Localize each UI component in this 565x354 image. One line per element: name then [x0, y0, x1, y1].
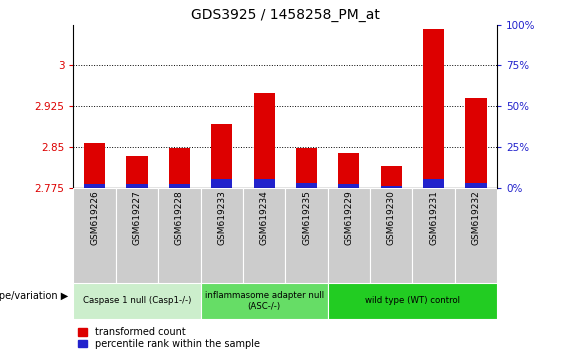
Bar — [73, 283, 201, 319]
Text: GSM619232: GSM619232 — [472, 190, 480, 245]
Text: GSM619227: GSM619227 — [133, 190, 141, 245]
Text: GSM619234: GSM619234 — [260, 190, 268, 245]
Text: GSM619231: GSM619231 — [429, 190, 438, 245]
Title: GDS3925 / 1458258_PM_at: GDS3925 / 1458258_PM_at — [191, 8, 380, 22]
Bar — [381, 166, 402, 188]
Legend: transformed count, percentile rank within the sample: transformed count, percentile rank withi… — [79, 327, 260, 349]
Text: GSM619233: GSM619233 — [218, 190, 226, 245]
Bar — [201, 283, 328, 319]
Text: GSM619229: GSM619229 — [345, 190, 353, 245]
Bar — [296, 183, 317, 188]
Text: GSM619230: GSM619230 — [387, 190, 396, 245]
Bar — [423, 29, 444, 188]
Bar — [338, 153, 359, 188]
Bar — [116, 188, 158, 283]
Text: genotype/variation ▶: genotype/variation ▶ — [0, 291, 68, 301]
Bar — [254, 179, 275, 188]
Bar — [412, 188, 455, 283]
Bar — [285, 188, 328, 283]
Bar — [455, 188, 497, 283]
Text: Caspase 1 null (Casp1-/-): Caspase 1 null (Casp1-/-) — [83, 296, 191, 306]
Bar — [211, 124, 232, 188]
Bar — [169, 148, 190, 188]
Bar — [84, 184, 105, 188]
Text: GSM619235: GSM619235 — [302, 190, 311, 245]
Bar — [381, 186, 402, 188]
Bar — [466, 98, 486, 188]
Bar — [466, 183, 486, 188]
Bar — [243, 188, 285, 283]
Text: wild type (WT) control: wild type (WT) control — [365, 296, 460, 306]
Bar — [328, 283, 497, 319]
Bar — [201, 188, 243, 283]
Bar — [84, 143, 105, 188]
Bar — [370, 188, 412, 283]
Bar — [296, 148, 317, 188]
Text: inflammasome adapter null
(ASC-/-): inflammasome adapter null (ASC-/-) — [205, 291, 324, 310]
Bar — [127, 156, 147, 188]
Bar — [328, 188, 370, 283]
Bar — [338, 184, 359, 188]
Bar — [73, 188, 116, 283]
Bar — [423, 179, 444, 188]
Text: GSM619228: GSM619228 — [175, 190, 184, 245]
Bar — [127, 184, 147, 188]
Bar — [254, 93, 275, 188]
Text: GSM619226: GSM619226 — [90, 190, 99, 245]
Bar — [211, 179, 232, 188]
Bar — [169, 184, 190, 188]
Bar — [158, 188, 201, 283]
